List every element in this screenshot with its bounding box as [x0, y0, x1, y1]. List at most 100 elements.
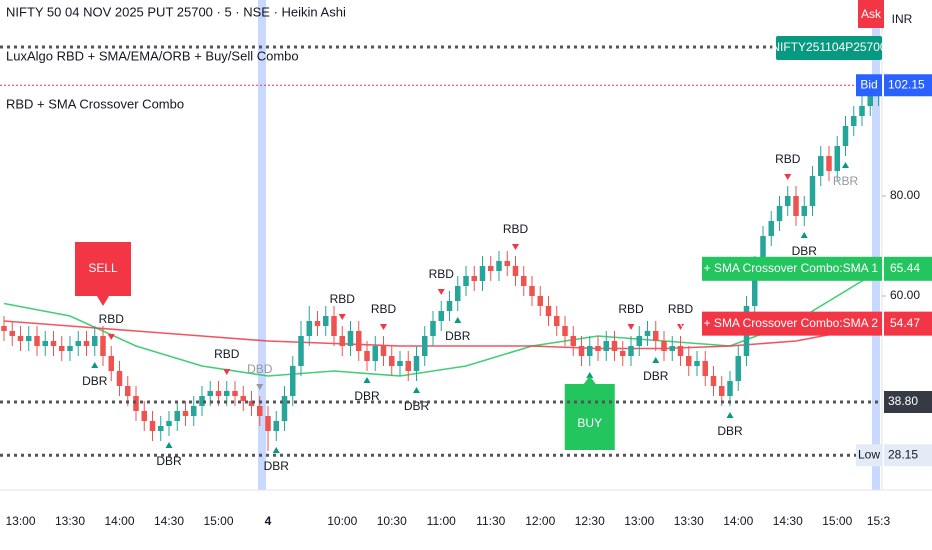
- signal-marker: [338, 314, 346, 320]
- candle-body: [488, 266, 494, 271]
- candle-body: [182, 411, 189, 416]
- signal-marker: [800, 232, 808, 238]
- series-name-box: [702, 256, 882, 281]
- candle-body: [356, 331, 362, 351]
- candle-body: [17, 336, 24, 341]
- candle-body: [562, 326, 568, 336]
- candle-body: [719, 386, 725, 396]
- pattern-label: DBR: [264, 459, 290, 473]
- candle-body: [438, 311, 444, 321]
- candle-body: [818, 156, 824, 176]
- candle-body: [694, 361, 700, 366]
- series-value-box: [884, 311, 932, 336]
- currency[interactable]: INR: [892, 12, 913, 26]
- signal-marker: [437, 289, 445, 295]
- price-box: [884, 74, 932, 97]
- candle-body: [9, 331, 15, 336]
- sma-line: [3, 320, 879, 350]
- candle-body: [727, 381, 733, 396]
- x-tick-label: 14:00: [723, 514, 753, 528]
- candle-body: [191, 406, 197, 416]
- symbol-title: NIFTY 50 04 NOV 2025 PUT 25700 · 5 · NSE…: [6, 4, 346, 19]
- candle-body: [430, 321, 436, 336]
- x-tick-label: 14:30: [773, 514, 803, 528]
- candle-body: [463, 276, 469, 286]
- candle-body: [158, 426, 164, 431]
- x-tick-label: 12:00: [525, 514, 555, 528]
- candle-body: [611, 341, 618, 351]
- candle-body: [669, 346, 675, 351]
- candle-body: [224, 391, 230, 396]
- candle-body: [702, 361, 708, 376]
- candle-body: [75, 341, 81, 346]
- candle-body: [867, 96, 873, 106]
- candle-body: [809, 176, 816, 206]
- x-tick-label: 14:30: [154, 514, 184, 528]
- candle-body: [149, 421, 156, 431]
- candle-body: [636, 336, 642, 346]
- candle-body: [42, 341, 48, 346]
- candle-body: [339, 336, 345, 346]
- pattern-label: RBD: [503, 222, 529, 236]
- x-tick-label: 11:00: [427, 514, 456, 528]
- symbol-label: NIFTY251104P25700: [771, 40, 887, 54]
- x-tick-label: 10:00: [327, 514, 357, 528]
- signal-marker: [842, 162, 849, 168]
- candle-body: [826, 156, 832, 171]
- candle-body: [397, 361, 403, 366]
- candle-body: [801, 206, 807, 216]
- x-tick-label: 11:30: [476, 514, 505, 528]
- candle-body: [67, 346, 73, 351]
- pattern-label: DBR: [792, 244, 818, 258]
- candle-body: [479, 266, 486, 281]
- candle-body: [34, 336, 40, 346]
- candle-body: [422, 336, 428, 356]
- x-tick-label: 13:30: [674, 514, 704, 528]
- candle-body: [166, 421, 172, 426]
- candle-body: [752, 266, 758, 306]
- pattern-label: RBD: [99, 312, 125, 326]
- candle-body: [1, 326, 7, 331]
- candle-body: [446, 301, 453, 311]
- candle-body: [653, 331, 659, 341]
- signal-label: SELL: [88, 261, 118, 275]
- indicator-name: LuxAlgo RBD + SMA/EMA/ORB + Buy/Sell Com…: [6, 48, 299, 63]
- signal-marker: [413, 387, 420, 393]
- pattern-label: RBD: [775, 152, 801, 166]
- price-name: Bid: [860, 77, 877, 91]
- pattern-label: DBR: [717, 424, 743, 438]
- candle-body: [496, 261, 502, 271]
- price-value: 38.80: [888, 394, 918, 408]
- pattern-label: RBD: [618, 302, 644, 316]
- pattern-label: RBD: [214, 347, 240, 361]
- price-name-box: [856, 74, 882, 97]
- x-tick-label: 15:00: [822, 514, 852, 528]
- candle-body: [50, 341, 57, 346]
- candle-body: [281, 396, 288, 421]
- signal-marker: [627, 324, 635, 330]
- candle-body: [347, 331, 354, 346]
- candle-body: [108, 356, 114, 371]
- pattern-label: RBD: [330, 292, 356, 306]
- signal-marker: [165, 442, 173, 448]
- candle-body: [92, 336, 98, 346]
- price-name-box: [856, 444, 882, 467]
- series-value: 65.44: [890, 261, 920, 275]
- candle-body: [59, 346, 65, 351]
- candle-body: [785, 196, 791, 206]
- candle-body: [174, 411, 180, 421]
- pattern-label: RBD: [668, 302, 694, 316]
- x-tick-label: 15:3: [867, 514, 891, 528]
- candle-body: [644, 331, 651, 336]
- candle-body: [661, 341, 667, 351]
- candle-body: [842, 126, 849, 146]
- candle-body: [455, 286, 461, 301]
- candle-body: [248, 401, 255, 406]
- signal-marker: [363, 377, 371, 383]
- candle-body: [834, 146, 840, 171]
- candle-body: [628, 346, 634, 356]
- series-value-box: [884, 256, 932, 281]
- candle-body: [265, 416, 271, 431]
- signal-label: BUY: [577, 416, 602, 430]
